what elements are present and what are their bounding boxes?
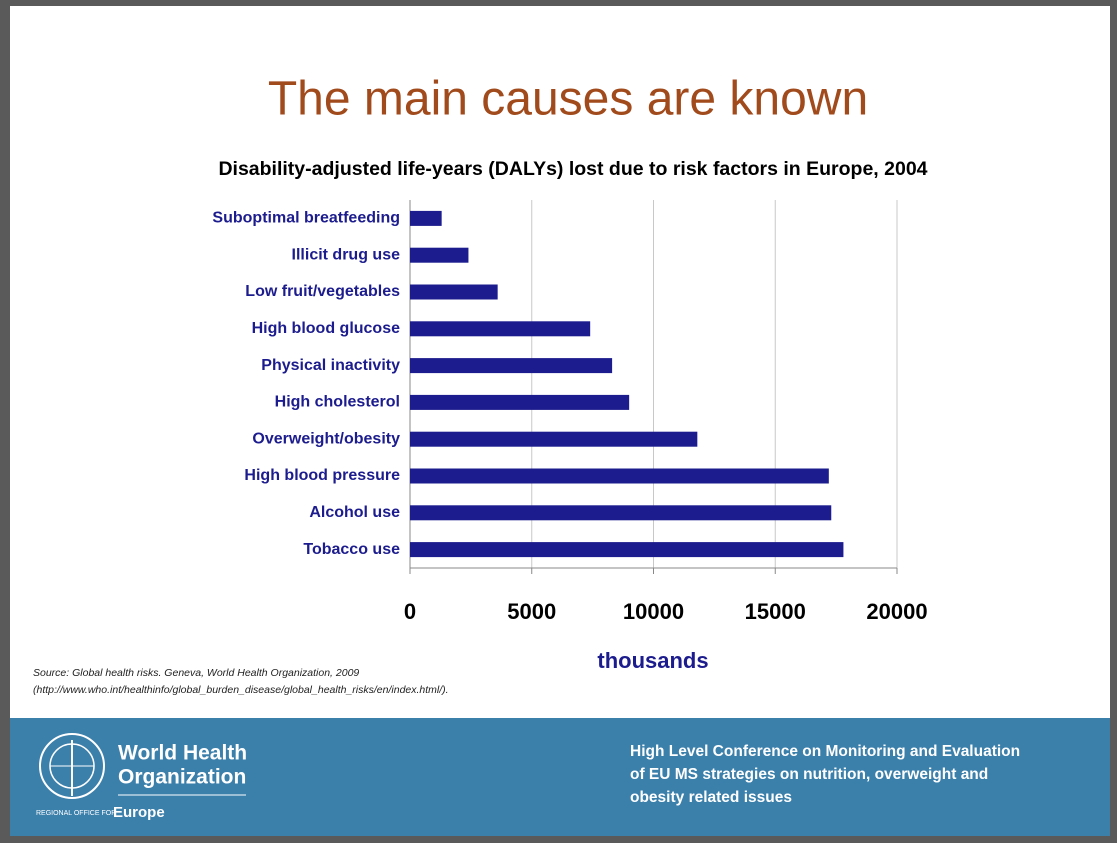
slide-title: The main causes are known bbox=[268, 73, 868, 126]
region-label: Europe bbox=[113, 804, 165, 821]
who-logo bbox=[39, 733, 105, 799]
y-tick-label: Physical inactivity bbox=[261, 357, 400, 374]
office-label: REGIONAL OFFICE FOR bbox=[36, 810, 116, 817]
conference-line: obesity related issues bbox=[630, 789, 792, 806]
bar bbox=[410, 505, 832, 521]
y-tick-label: High blood glucose bbox=[252, 320, 401, 337]
x-axis-label: thousands bbox=[597, 648, 708, 673]
x-tick-label: 15000 bbox=[745, 599, 806, 624]
chart-title: Disability-adjusted life-years (DALYs) l… bbox=[218, 158, 927, 180]
bar bbox=[410, 542, 844, 558]
y-tick-label: Alcohol use bbox=[309, 504, 400, 521]
y-tick-label: High blood pressure bbox=[244, 467, 400, 484]
bar bbox=[410, 468, 829, 484]
y-tick-label: Suboptimal breatfeeding bbox=[212, 210, 400, 227]
footer-band bbox=[10, 718, 1110, 836]
y-tick-label: Illicit drug use bbox=[292, 246, 401, 263]
bar bbox=[410, 394, 630, 410]
org-name: World Health bbox=[118, 742, 247, 765]
source-line: Source: Global health risks. Geneva, Wor… bbox=[33, 667, 359, 679]
bar bbox=[410, 210, 442, 226]
y-tick-label: Low fruit/vegetables bbox=[245, 283, 400, 300]
x-tick-label: 20000 bbox=[866, 599, 927, 624]
conference-line: of EU MS strategies on nutrition, overwe… bbox=[630, 766, 988, 783]
y-tick-label: High cholesterol bbox=[275, 394, 400, 411]
bar bbox=[410, 358, 613, 374]
bar bbox=[410, 247, 469, 263]
x-tick-label: 10000 bbox=[623, 599, 684, 624]
org-name: Organization bbox=[118, 766, 246, 789]
x-tick-label: 0 bbox=[404, 599, 416, 624]
y-tick-label: Overweight/obesity bbox=[252, 430, 400, 447]
y-tick-label: Tobacco use bbox=[303, 541, 400, 558]
bar bbox=[410, 284, 498, 300]
conference-line: High Level Conference on Monitoring and … bbox=[630, 743, 1020, 760]
bar bbox=[410, 431, 698, 447]
x-tick-label: 5000 bbox=[507, 599, 556, 624]
source-line: (http://www.who.int/healthinfo/global_bu… bbox=[33, 684, 449, 696]
bar bbox=[410, 321, 591, 337]
